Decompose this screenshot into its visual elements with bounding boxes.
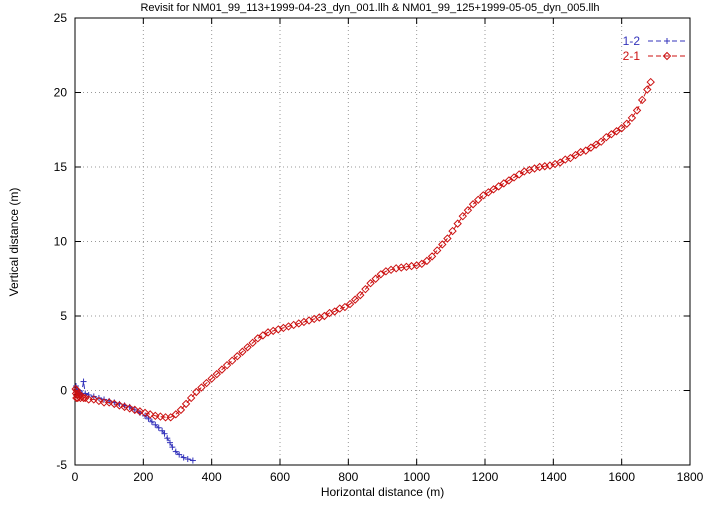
svg-text:-5: -5	[56, 458, 67, 472]
svg-text:25: 25	[54, 11, 68, 25]
x-axis-label: Horizontal distance (m)	[320, 485, 445, 499]
svg-text:200: 200	[133, 470, 153, 484]
svg-text:15: 15	[54, 160, 68, 174]
y-axis-label: Vertical distance (m)	[7, 187, 21, 297]
svg-text:800: 800	[338, 470, 358, 484]
svg-text:0: 0	[72, 470, 79, 484]
svg-text:1400: 1400	[540, 470, 567, 484]
svg-text:20: 20	[54, 86, 68, 100]
svg-text:400: 400	[202, 470, 222, 484]
svg-text:600: 600	[270, 470, 290, 484]
legend-label-2-1: 2-1	[622, 49, 640, 63]
svg-text:5: 5	[60, 309, 67, 323]
svg-text:1600: 1600	[608, 470, 635, 484]
legend-row-series-2-1: 2-1	[623, 49, 688, 63]
chart-title: Revisit for NM01_99_113+1999-04-23_dyn_0…	[140, 2, 600, 14]
legend-row-series-1-2: 1-2	[623, 34, 688, 48]
svg-text:1200: 1200	[472, 470, 499, 484]
svg-text:1000: 1000	[403, 470, 430, 484]
svg-text:1800: 1800	[677, 470, 704, 484]
legend: 1-2 2-1	[623, 34, 688, 63]
legend-sample-line-icon	[648, 51, 686, 61]
svg-text:0: 0	[60, 384, 67, 398]
legend-label-1-2: 1-2	[622, 34, 640, 48]
svg-text:10: 10	[54, 235, 68, 249]
legend-sample-line-icon	[648, 38, 686, 44]
